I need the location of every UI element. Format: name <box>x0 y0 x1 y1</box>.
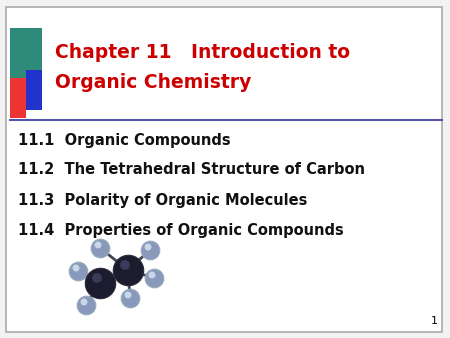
Bar <box>10 78 26 118</box>
Point <box>72 265 80 271</box>
Point <box>150 275 158 281</box>
Point <box>146 247 153 253</box>
Point <box>124 267 131 273</box>
Text: Organic Chemistry: Organic Chemistry <box>55 73 252 93</box>
Point <box>144 244 152 250</box>
Point <box>94 275 101 281</box>
Text: Chapter 11   Introduction to: Chapter 11 Introduction to <box>55 44 350 63</box>
Point <box>81 299 88 305</box>
Point <box>96 245 104 251</box>
Point <box>126 295 134 301</box>
FancyBboxPatch shape <box>6 7 442 332</box>
Point <box>74 268 81 274</box>
Text: 11.4  Properties of Organic Compounds: 11.4 Properties of Organic Compounds <box>18 222 344 238</box>
Point <box>82 302 90 308</box>
Point <box>94 242 102 248</box>
Bar <box>26 70 42 110</box>
Text: 11.3  Polarity of Organic Molecules: 11.3 Polarity of Organic Molecules <box>18 193 307 208</box>
Point <box>124 292 131 298</box>
Bar <box>10 28 42 78</box>
Point <box>148 272 156 278</box>
Text: 11.1  Organic Compounds: 11.1 Organic Compounds <box>18 132 230 147</box>
Text: 11.2  The Tetrahedral Structure of Carbon: 11.2 The Tetrahedral Structure of Carbon <box>18 163 365 177</box>
Point <box>96 280 104 286</box>
Text: 1: 1 <box>431 316 438 326</box>
Point <box>122 262 129 268</box>
